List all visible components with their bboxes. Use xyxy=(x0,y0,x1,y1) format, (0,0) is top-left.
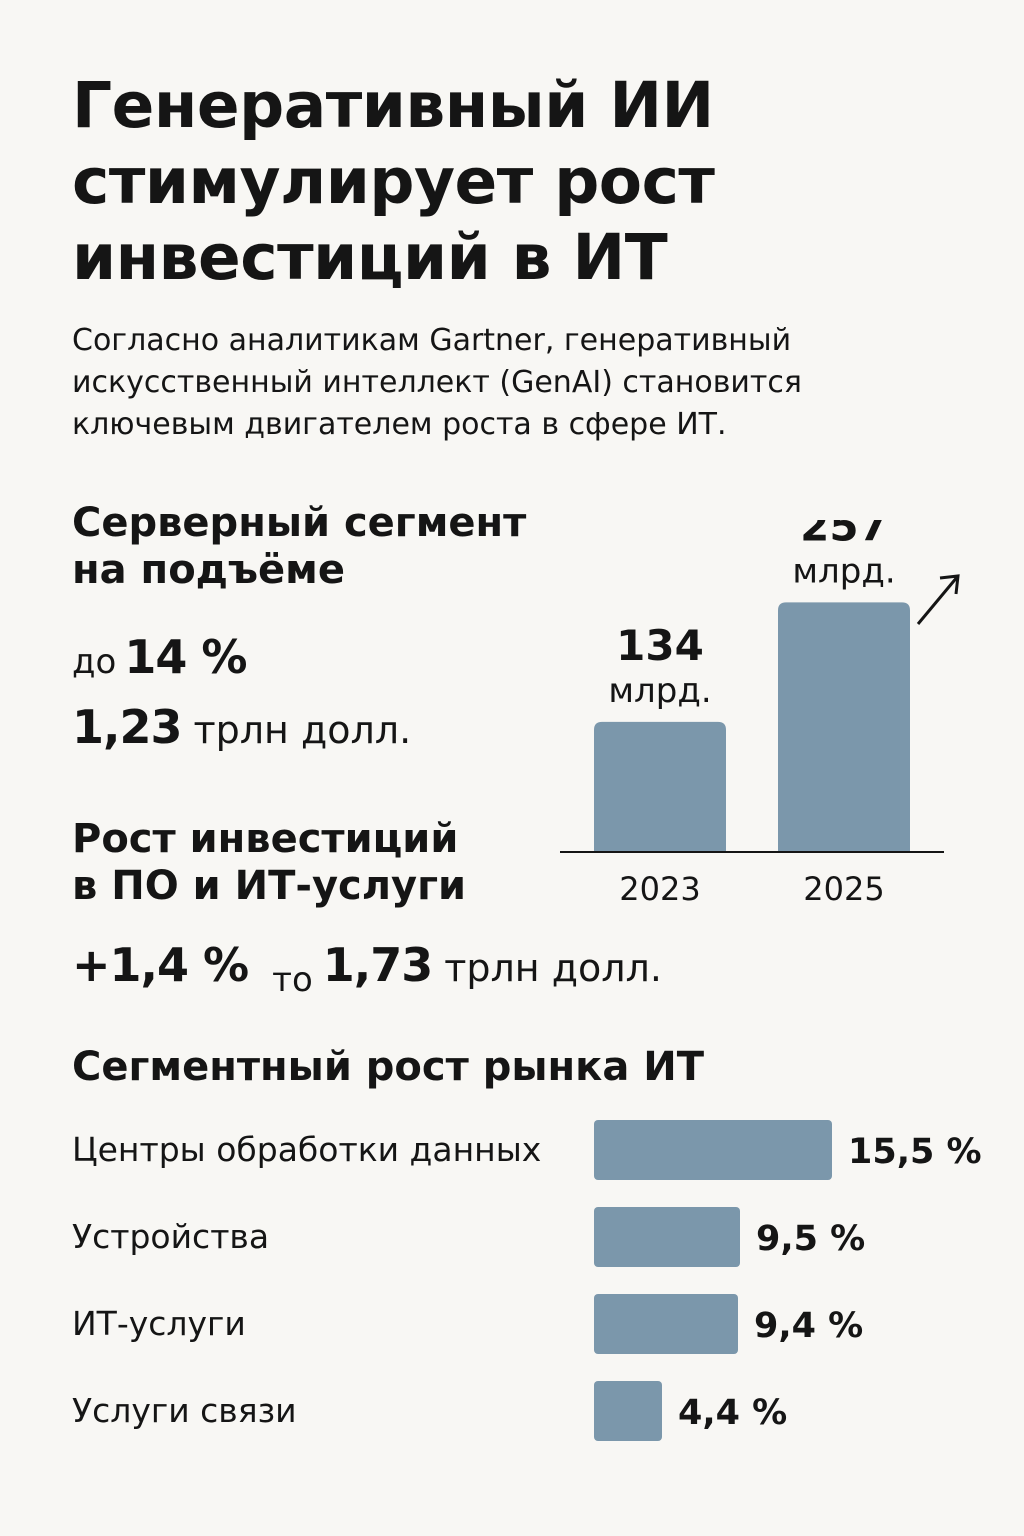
software-heading-line-2: в ПО и ИТ-услуги xyxy=(72,863,467,909)
segment-bar xyxy=(594,1381,662,1441)
bar-value-label: 134 xyxy=(616,621,704,670)
title-line-3: инвестиций в ИТ xyxy=(72,221,668,294)
bar-value-label: 257 xyxy=(800,520,888,550)
server-growth-prefix: до xyxy=(72,642,117,682)
x-tick-label: 2025 xyxy=(803,870,884,908)
software-total-value: 1,73 xyxy=(322,938,433,992)
bar-2025 xyxy=(778,602,910,852)
software-connector: то xyxy=(272,960,313,1000)
segment-label: Услуги связи xyxy=(72,1391,297,1430)
segment-row: Центры обработки данных 15,5 % xyxy=(72,1120,992,1182)
segment-label: ИТ-услуги xyxy=(72,1304,246,1343)
bar-unit-label: млрд. xyxy=(792,551,895,591)
bar-unit-label: млрд. xyxy=(608,671,711,711)
page-title: Генеративный ИИ стимулирует рост инвести… xyxy=(72,68,932,296)
segment-value-label: 9,5 % xyxy=(756,1219,866,1259)
segment-bar xyxy=(594,1120,832,1180)
segment-row: Устройства 9,5 % xyxy=(72,1207,992,1269)
intro-line-1: Согласно аналитикам Gartner, генеративны… xyxy=(72,323,792,358)
segment-value-label: 9,4 % xyxy=(754,1306,864,1346)
server-heading-line-1: Серверный сегмент xyxy=(72,500,527,546)
segments-section-heading: Сегментный рост рынка ИТ xyxy=(72,1044,704,1090)
segment-row: Услуги связи 4,4 % xyxy=(72,1381,992,1443)
software-heading-line-1: Рост инвестиций xyxy=(72,816,459,862)
software-growth: +1,4 % то 1,73 трлн долл. xyxy=(72,938,662,1000)
server-growth-value: 14 % xyxy=(124,630,247,684)
server-total-unit: трлн долл. xyxy=(193,708,412,752)
intro-line-3: ключевым двигателем роста в сфере ИТ. xyxy=(72,407,727,442)
bar-2023 xyxy=(594,721,726,852)
server-total: 1,23 трлн долл. xyxy=(72,700,411,754)
server-growth: до 14 % xyxy=(72,630,247,684)
segment-value-label: 4,4 % xyxy=(678,1393,788,1433)
intro-text: Согласно аналитикам Gartner, генеративны… xyxy=(72,320,972,446)
arrow-up-right-icon xyxy=(916,574,960,625)
segment-label: Устройства xyxy=(72,1217,270,1256)
title-line-1: Генеративный ИИ xyxy=(72,69,714,142)
segment-value-label: 15,5 % xyxy=(848,1132,982,1172)
segment-bar xyxy=(594,1207,740,1267)
segment-row: ИТ-услуги 9,4 % xyxy=(72,1294,992,1356)
title-line-2: стимулирует рост xyxy=(72,145,715,218)
server-section-heading: Серверный сегмент на подъёме xyxy=(72,500,592,594)
software-total-unit: трлн долл. xyxy=(444,946,662,990)
segment-label: Центры обработки данных xyxy=(72,1130,542,1169)
software-growth-value: +1,4 % xyxy=(72,938,249,992)
segment-bar xyxy=(594,1294,738,1354)
server-total-value: 1,23 xyxy=(72,700,182,754)
x-tick-label: 2023 xyxy=(619,870,700,908)
software-section-heading: Рост инвестиций в ПО и ИТ-услуги xyxy=(72,816,592,910)
intro-line-2: искусственный интеллект (GenAI) становит… xyxy=(72,365,802,400)
server-heading-line-2: на подъёме xyxy=(72,547,345,593)
